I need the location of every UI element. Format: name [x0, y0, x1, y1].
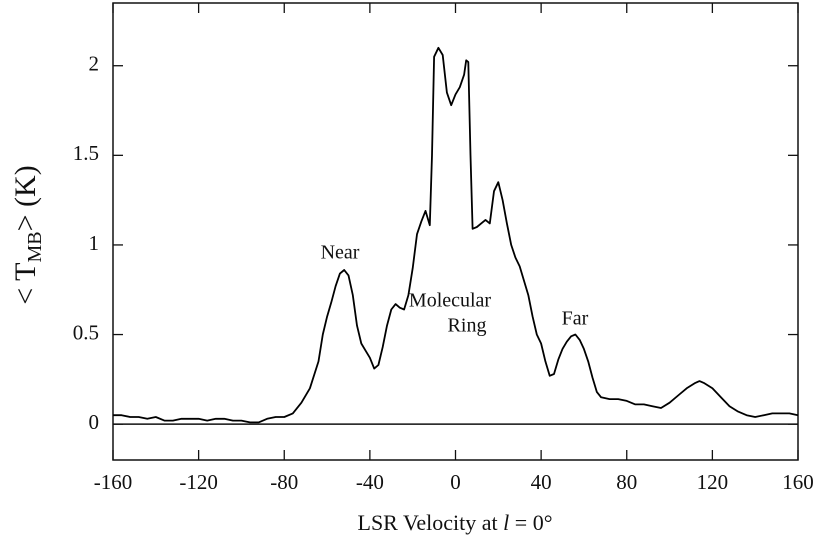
x-tick-label: 80 [616, 470, 637, 494]
plot-frame [112, 2, 799, 461]
x-tick-label: -120 [179, 470, 218, 494]
y-tick-label: 2 [89, 52, 100, 76]
data-line [113, 46, 799, 424]
x-label-part: = 0° [509, 510, 552, 535]
y-label-part: > (K) [9, 165, 42, 231]
annotation: Far [562, 308, 589, 330]
y-axis-label: < TMB> (K) [9, 165, 46, 304]
annotation: Ring [448, 315, 487, 337]
x-label-part: l [503, 510, 509, 535]
x-tick-label: 120 [697, 470, 729, 494]
y-tick-label: 0.5 [73, 320, 99, 344]
x-tick-label: 0 [450, 470, 461, 494]
annotation: Near [321, 242, 360, 264]
x-label-part: LSR Velocity at [358, 510, 504, 535]
x-tick-label: -80 [270, 470, 298, 494]
y-tick-label: 1 [89, 231, 100, 255]
x-axis-label: LSR Velocity at l = 0° [358, 510, 553, 535]
y-tick-label: 1.5 [73, 141, 99, 165]
y-label-part: < T [9, 263, 42, 305]
annotation: Molecular [409, 290, 492, 312]
y-tick-label: 0 [89, 410, 100, 434]
x-tick-label: -160 [94, 470, 133, 494]
y-label-part: MB [24, 231, 46, 262]
x-tick-label: 40 [531, 470, 552, 494]
x-tick-label: -40 [356, 470, 384, 494]
x-tick-label: 160 [782, 470, 814, 494]
